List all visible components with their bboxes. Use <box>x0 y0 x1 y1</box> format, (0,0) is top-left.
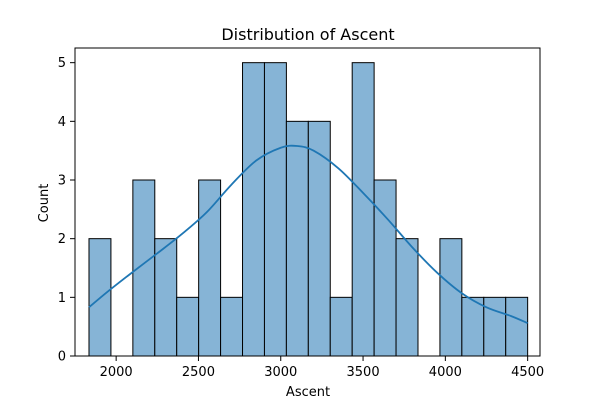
y-axis: 0 1 2 3 4 5 <box>58 56 75 365</box>
x-axis-label: Ascent <box>286 385 330 400</box>
y-tick-label: 4 <box>58 115 66 130</box>
histogram-bar <box>242 62 265 357</box>
histogram-bar <box>461 296 485 357</box>
histogram-bar <box>132 179 156 357</box>
histogram-bar <box>176 296 200 357</box>
y-tick-label: 1 <box>58 291 66 306</box>
histogram-bar <box>263 62 287 357</box>
x-tick-label: 2500 <box>182 365 215 380</box>
y-axis-label: Count <box>37 184 52 223</box>
histogram-bar <box>395 238 419 357</box>
y-tick-label: 3 <box>58 174 66 189</box>
chart-title: Distribution of Ascent <box>221 25 394 44</box>
histogram-bar <box>307 120 331 357</box>
plot-frame <box>74 47 541 357</box>
x-tick-label: 3000 <box>264 365 297 380</box>
histogram-bar <box>351 62 375 357</box>
x-tick-label: 3500 <box>347 365 380 380</box>
histogram-bar <box>373 179 397 357</box>
histogram-bar <box>198 179 222 357</box>
histogram-bar <box>220 296 244 357</box>
x-tick-label: 4500 <box>511 365 544 380</box>
bars-group <box>88 62 529 357</box>
histogram-bar <box>329 296 353 357</box>
histogram-bar <box>285 120 309 357</box>
x-tick-label: 4000 <box>429 365 462 380</box>
y-tick-label: 5 <box>58 56 66 71</box>
y-tick-label: 0 <box>58 350 66 365</box>
kde-curve <box>88 144 529 324</box>
y-tick-label: 2 <box>58 232 66 247</box>
histogram-bar <box>483 296 507 357</box>
x-axis: 2000 2500 3000 3500 4000 4500 <box>100 356 544 380</box>
histogram-bar <box>439 238 463 357</box>
histogram-bar <box>154 238 178 357</box>
histogram-bar <box>505 296 529 357</box>
x-tick-label: 2000 <box>100 365 133 380</box>
